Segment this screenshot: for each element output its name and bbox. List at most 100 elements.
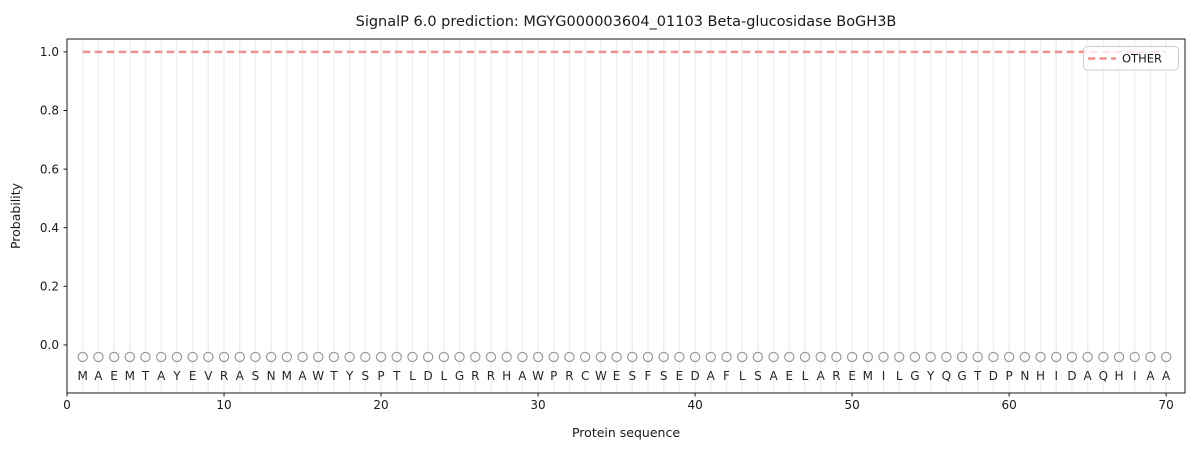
residue-letter: R <box>471 369 479 383</box>
residue-marker <box>972 351 983 363</box>
residue-marker <box>642 351 654 363</box>
residue-letter: A <box>1162 369 1171 383</box>
residue-marker <box>956 351 968 363</box>
residue-letter: V <box>204 369 213 383</box>
residue-letter: A <box>518 369 527 383</box>
residue-marker <box>1035 351 1046 363</box>
residue-letter: F <box>723 369 730 383</box>
residue-marker <box>218 351 230 363</box>
residue-marker <box>1145 351 1156 363</box>
residue-letter: E <box>848 369 856 383</box>
residue-letter: E <box>676 369 684 383</box>
residue-letter: L <box>409 369 416 383</box>
residue-letter: M <box>78 369 88 383</box>
residue-marker <box>313 351 324 363</box>
y-tick-label: 1.0 <box>40 45 59 59</box>
residue-letter: Y <box>172 369 181 383</box>
residue-letter: H <box>1036 369 1045 383</box>
residue-marker <box>391 351 402 363</box>
residue-marker <box>1129 351 1140 363</box>
residue-letter: L <box>739 369 746 383</box>
residue-letter: R <box>565 369 573 383</box>
y-tick-label: 0.0 <box>40 338 59 352</box>
residue-marker <box>517 351 528 363</box>
residue-letter: A <box>1084 369 1093 383</box>
residue-letter: S <box>754 369 762 383</box>
residue-letter: D <box>690 369 699 383</box>
residue-letter: A <box>94 369 103 383</box>
residue-marker <box>564 351 575 363</box>
residue-marker <box>799 351 811 363</box>
residue-letter: S <box>362 369 370 383</box>
residue-marker <box>407 351 418 363</box>
residue-letter: H <box>502 369 511 383</box>
residue-marker <box>454 351 465 363</box>
residue-letter: Q <box>942 369 951 383</box>
residue-marker <box>674 351 685 363</box>
residue-marker <box>941 351 952 363</box>
gridlines <box>82 39 1167 393</box>
residue-marker <box>140 351 151 363</box>
residue-marker <box>1051 351 1062 363</box>
residue-letter: T <box>329 369 338 383</box>
residue-marker <box>752 351 764 363</box>
residue-marker <box>156 351 167 363</box>
residue-marker <box>689 351 701 363</box>
residue-letter: M <box>863 369 873 383</box>
residue-letter: L <box>896 369 903 383</box>
residue-letter: T <box>392 369 401 383</box>
residue-marker <box>988 351 999 363</box>
residue-letter: D <box>424 369 433 383</box>
residue-marker <box>360 351 371 363</box>
residue-letter: G <box>455 369 464 383</box>
residue-marker <box>1113 351 1125 363</box>
residue-letter: D <box>989 369 998 383</box>
residue-marker <box>658 351 669 363</box>
y-axis: 0.0 0.2 0.4 0.6 0.8 1.0 <box>40 45 67 352</box>
residue-marker <box>470 351 481 363</box>
residue-marker <box>815 351 826 363</box>
residue-letter: L <box>802 369 809 383</box>
residue-marker <box>925 351 936 363</box>
residue-marker <box>862 351 874 363</box>
residue-marker <box>784 351 795 363</box>
axes-spines <box>66 38 1186 394</box>
residue-marker <box>721 351 732 363</box>
residue-letter: A <box>769 369 778 383</box>
residue-marker <box>1098 351 1109 363</box>
residue-marker <box>1082 351 1093 363</box>
y-tick-label: 0.2 <box>40 280 59 294</box>
residue-marker <box>171 351 183 363</box>
x-axis-title: Protein sequence <box>572 425 680 440</box>
residue-marker <box>611 351 622 363</box>
x-tick-label: 30 <box>530 398 545 412</box>
residue-marker <box>281 351 293 363</box>
residue-marker <box>344 351 355 363</box>
residue-letter: L <box>441 369 448 383</box>
residue-letter: P <box>1006 369 1013 383</box>
x-tick-label: 70 <box>1159 398 1174 412</box>
residue-marker <box>328 351 340 363</box>
residue-markers <box>77 351 1172 363</box>
residue-letter: N <box>1020 369 1029 383</box>
residue-letter: I <box>1054 369 1058 383</box>
x-axis: 0 10 20 30 40 50 60 70 <box>63 393 1174 412</box>
residue-marker <box>579 351 591 363</box>
y-tick-label: 0.4 <box>40 221 59 235</box>
residue-letter: E <box>189 369 197 383</box>
residue-marker <box>77 351 88 363</box>
x-tick-label: 40 <box>687 398 702 412</box>
residue-letter: N <box>267 369 276 383</box>
x-tick-label: 60 <box>1001 398 1016 412</box>
residue-marker <box>768 351 779 363</box>
residue-letter: A <box>707 369 716 383</box>
residue-marker <box>894 351 905 363</box>
residue-marker <box>93 351 104 363</box>
x-tick-label: 0 <box>63 398 71 412</box>
residue-marker <box>705 351 716 363</box>
residue-letter: G <box>910 369 919 383</box>
residue-marker <box>1160 351 1172 363</box>
residue-letter: C <box>581 369 589 383</box>
residue-letter: A <box>298 369 307 383</box>
